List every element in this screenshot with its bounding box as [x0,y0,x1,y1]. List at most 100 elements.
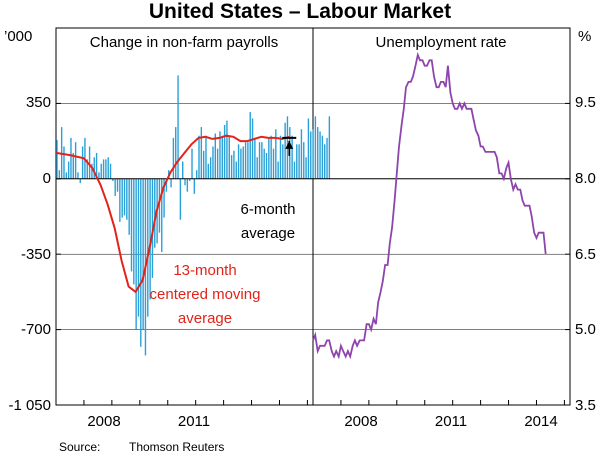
payroll-bar [265,152,268,179]
left-title-bg [60,32,307,52]
source-text: Thomson Reuters [129,440,224,454]
unemployment-panel [312,51,547,360]
moving-average-label: average [178,310,232,327]
payroll-bar [258,142,261,179]
payroll-bar [142,178,144,330]
six-month-label: average [241,225,295,242]
payroll-bar [282,144,284,179]
payroll-bar [195,170,198,179]
payroll-bar [123,178,126,216]
payroll-bar [228,135,230,179]
payroll-bar [205,135,207,179]
payroll-bar [177,75,179,179]
right-y-tick-label: 6.5 [575,246,596,263]
payroll-bar [58,170,61,179]
payroll-bar [149,178,151,300]
payroll-bar [270,135,272,179]
payroll-bar [312,129,314,179]
payroll-bar [98,172,100,179]
payroll-bar [235,161,237,179]
unemployment-rate-line [312,51,547,360]
payroll-bar [65,172,68,179]
left-y-tick-label: -350 [21,246,51,263]
payroll-bar [198,135,200,179]
moving-average-label: centered moving [150,286,261,303]
payroll-bar [193,178,196,194]
payroll-bar [70,137,72,179]
payroll-bar [107,157,109,179]
payroll-bar [275,129,277,179]
payroll-bar [91,163,93,179]
payroll-bar [284,122,286,179]
payroll-bar [296,144,298,179]
left-y-tick-label: 350 [26,94,51,111]
payroll-bar [109,163,112,179]
payroll-bar [263,148,265,179]
payroll-bar [251,118,254,179]
payroll-bar [209,157,212,179]
chart-title: United States – Labour Market [149,0,451,23]
payroll-bar [133,178,135,285]
right-panel-title: Unemployment rate [376,34,507,51]
payroll-bar [102,159,105,179]
payroll-bar [240,148,242,179]
payroll-bar [172,137,175,179]
payroll-bar [254,137,256,179]
six-month-label-bg [228,198,308,242]
payroll-bar [293,161,296,179]
right-y-tick-label: 5.0 [575,321,596,338]
payroll-bar [244,142,247,179]
right-x-tick-label: 2011 [435,413,467,430]
payroll-bar [319,131,321,179]
payroll-bar [226,120,228,179]
payroll-bar [105,159,107,179]
payroll-bar [63,146,65,179]
right-x-tick-label: 2008 [344,413,377,430]
payroll-bar [237,144,240,179]
payroll-bar [88,146,91,179]
payroll-bar [179,178,182,220]
payroll-bar [216,148,219,179]
payroll-bar [95,152,98,179]
moving-average-line [55,134,290,294]
payroll-bar [230,155,233,179]
payroll-bar [291,135,293,179]
payroll-bar [121,178,123,218]
payrolls-panel [55,75,570,356]
right-x-tick-label: 2014 [524,413,557,430]
payroll-bar [314,116,317,179]
payroll-bar [86,159,88,179]
payroll-bar [137,178,140,317]
payroll-bar [298,144,300,179]
payroll-bar [242,146,244,179]
payroll-bar [184,178,186,186]
left-unit-label: ’000 [4,28,32,45]
payroll-bar [261,142,263,179]
payroll-bar [72,152,74,179]
payroll-bar [67,161,70,179]
payroll-bar [140,178,142,347]
right-unit-label: % [578,28,591,45]
payroll-bar [163,178,165,218]
moving-average-label: 13-month [173,262,236,279]
payroll-bar [321,135,324,179]
payroll-bar [74,142,77,179]
payroll-bar [191,148,193,179]
payroll-bar [277,161,279,179]
payroll-bar [303,142,305,179]
payroll-bar [300,129,303,179]
payroll-bar [128,178,130,235]
payroll-bar [79,178,81,184]
payroll-bar [126,178,128,220]
payroll-bar [214,133,216,179]
payroll-bar [114,178,116,197]
payroll-bar [100,163,102,179]
left-panel-title: Change in non-farm payrolls [90,34,278,51]
payroll-bar [310,131,312,179]
payroll-bar [81,146,84,179]
payroll-bar [200,127,203,179]
payroll-bar [256,157,258,179]
payroll-bar [212,146,214,179]
payroll-bar [77,172,79,179]
